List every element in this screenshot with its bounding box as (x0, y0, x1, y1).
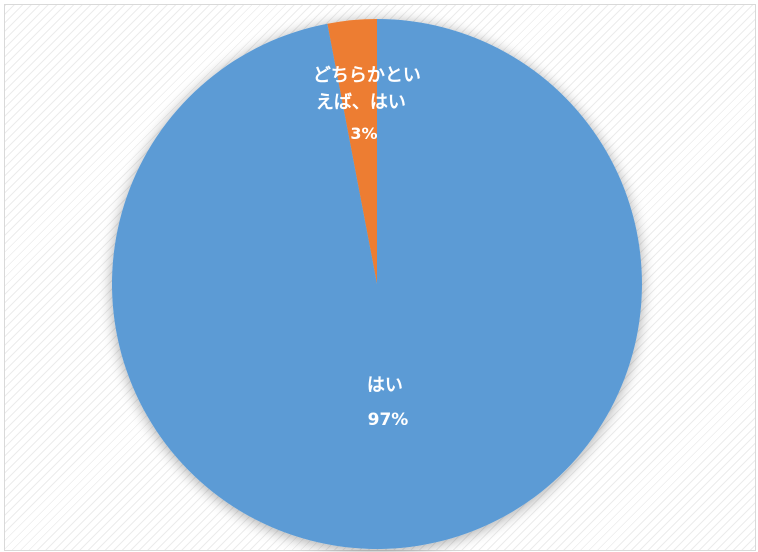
data-label-line-2: えば、はい (316, 92, 406, 113)
pie-slice-dochiraka-hai (327, 18, 377, 284)
pie-slices (111, 18, 642, 549)
data-label-percent: 3% (350, 124, 377, 143)
data-label-hai: はい 97% (367, 375, 409, 430)
data-label-dochiraka-hai: どちらかとい えば、はい 3% (313, 65, 427, 143)
data-label-line-1: どちらかとい (313, 65, 421, 86)
data-label-line-1: はい (367, 375, 403, 396)
pie-slice-hai (111, 19, 642, 549)
data-label-percent: 97% (368, 410, 409, 430)
